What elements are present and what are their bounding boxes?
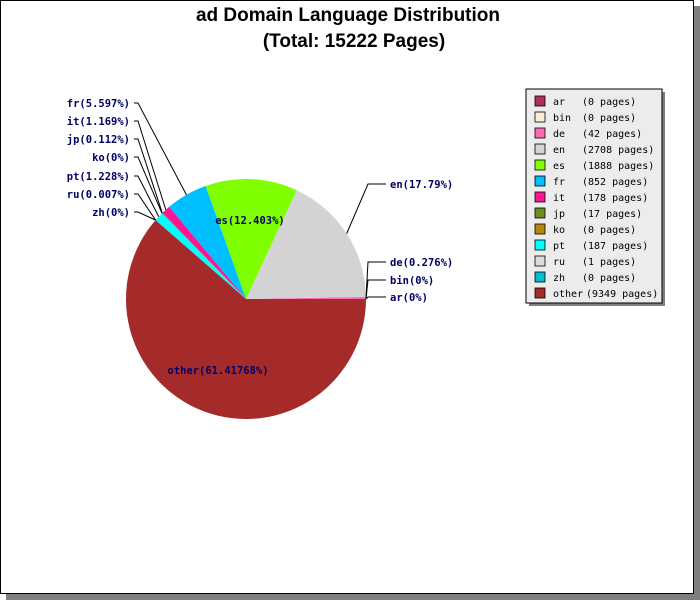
pie-slice-de (246, 296, 366, 299)
legend-swatch-other (534, 287, 546, 299)
slice-label-en: en(17.79%) (390, 179, 453, 191)
legend-value-es: (1888 pages) (582, 161, 654, 172)
pie-slice-en (246, 190, 366, 299)
legend-value-en: (2708 pages) (582, 145, 654, 156)
legend-swatch-jp (534, 207, 546, 219)
pie-slice-fr (169, 186, 246, 299)
legend-swatch-bin (534, 111, 546, 123)
legend-box (525, 88, 663, 304)
legend-key-jp: jp (553, 209, 565, 220)
legend-key-fr: fr (553, 177, 565, 188)
leader-line-bin (365, 279, 386, 300)
legend-value-other: (9349 pages) (586, 289, 658, 300)
slice-label-other: other(61.41768%) (167, 365, 268, 377)
slice-label-jp: jp(0.112%) (67, 134, 130, 146)
slice-label-ar: ar(0%) (390, 292, 428, 304)
legend-swatch-pt (534, 239, 546, 251)
legend-key-bin: bin (553, 113, 571, 124)
legend-value-zh: (0 pages) (582, 273, 636, 284)
leader-line-pt (134, 175, 160, 217)
leader-line-de (365, 261, 386, 298)
slice-label-it: it(1.169%) (67, 116, 130, 128)
pie-slice-pt (155, 213, 246, 299)
legend-key-es: es (553, 161, 565, 172)
leader-line-ar (365, 296, 386, 300)
legend-swatch-en (534, 143, 546, 155)
slice-label-zh: zh(0%) (92, 207, 130, 219)
legend-value-it: (178 pages) (582, 193, 648, 204)
legend-value-jp: (17 pages) (582, 209, 642, 220)
pie-slice-ru (155, 220, 246, 299)
legend-value-pt: (187 pages) (582, 241, 648, 252)
legend-swatch-zh (534, 271, 546, 283)
legend-swatch-ko (534, 223, 546, 235)
leader-line-en (346, 183, 386, 234)
legend: ar (0 pages) bin (0 pages) de (42 pages) en (27… (525, 88, 665, 306)
legend-swatch-ru (534, 255, 546, 267)
legend-swatch-fr (534, 175, 546, 187)
leader-line-zh (134, 211, 156, 221)
leader-lines (134, 102, 386, 300)
slice-label-bin: bin(0%) (390, 275, 434, 287)
legend-swatch-de (534, 127, 546, 139)
legend-swatch-es (534, 159, 546, 171)
pie-slice-it (162, 206, 246, 299)
pie-slice-other (126, 220, 367, 420)
legend-key-ar: ar (553, 97, 565, 108)
legend-key-other: other (553, 289, 583, 300)
legend-key-pt: pt (553, 241, 565, 252)
slice-labels: ar(0%) bin(0%) de(0.276%) en(17.79%) es(12.4… (67, 98, 453, 377)
legend-value-fr: (852 pages) (582, 177, 648, 188)
legend-key-zh: zh (553, 273, 565, 284)
leader-line-ru (134, 193, 157, 221)
legend-value-ko: (0 pages) (582, 225, 636, 236)
pie-slice-es (205, 179, 297, 299)
slice-label-de: de(0.276%) (390, 257, 453, 269)
slice-label-pt: pt(1.228%) (67, 171, 130, 183)
legend-value-ar: (0 pages) (582, 97, 636, 108)
legend-key-en: en (553, 145, 565, 156)
legend-key-it: it (553, 193, 565, 204)
slice-label-ru: ru(0.007%) (67, 189, 130, 201)
legend-swatch-it (534, 191, 546, 203)
slice-label-fr: fr(5.597%) (67, 98, 130, 110)
legend-value-ru: (1 pages) (582, 257, 636, 268)
legend-key-de: de (553, 129, 565, 140)
legend-value-bin: (0 pages) (582, 113, 636, 124)
leader-line-it (134, 120, 167, 210)
legend-key-ru: ru (553, 257, 565, 268)
pie-slices (126, 179, 367, 420)
leader-line-fr (134, 102, 187, 196)
chart-subtitle: (Total: 15222 Pages) (263, 31, 445, 52)
legend-swatch-ar (534, 95, 546, 107)
slice-label-es: es(12.403%) (215, 215, 285, 227)
chart-title: ad Domain Language Distribution (196, 5, 500, 26)
leader-line-ko (134, 156, 163, 214)
leader-line-jp (134, 138, 163, 214)
pie-slice-jp (161, 212, 246, 299)
legend-key-ko: ko (553, 225, 565, 236)
slice-label-ko: ko(0%) (92, 152, 130, 164)
legend-value-de: (42 pages) (582, 129, 642, 140)
